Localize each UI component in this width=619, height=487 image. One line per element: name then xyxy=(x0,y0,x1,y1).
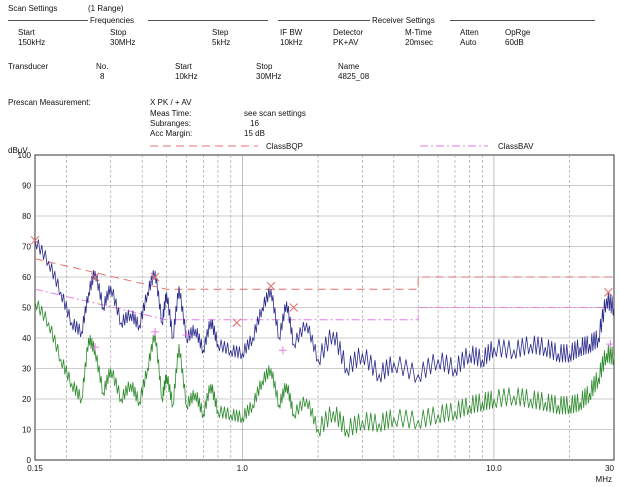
scan-col-oprge-value: 60dB xyxy=(505,38,524,47)
x-tick-label: 1.0 xyxy=(237,464,249,473)
prescan-meastime-value: see scan settings xyxy=(244,109,306,118)
legend-label-classbqp: ClassBQP xyxy=(266,142,303,151)
scan-col-ifbw-label: IF BW xyxy=(280,28,303,37)
frequencies-divider-right xyxy=(148,20,268,21)
scan-range: (1 Range) xyxy=(88,4,124,13)
transducer-no-value: 8 xyxy=(100,72,105,81)
scan-col-mtime-label: M-Time xyxy=(405,28,432,37)
y-tick-label: 20 xyxy=(22,395,31,404)
x-axis-label: MHz xyxy=(596,475,612,484)
legend-label-classbav: ClassBAV xyxy=(498,142,534,151)
scan-col-ifbw-value: 10kHz xyxy=(280,38,303,47)
receiver-settings-label: Receiver Settings xyxy=(372,16,435,25)
avg-marker xyxy=(278,346,287,355)
prescan-mode: X PK / + AV xyxy=(150,98,192,107)
y-axis-label: dBµV xyxy=(8,146,28,155)
prescan-accmargin-label: Acc Margin: xyxy=(150,129,193,138)
y-tick-label: 70 xyxy=(22,243,31,252)
peak-marker xyxy=(150,272,160,282)
y-tick-label: 30 xyxy=(22,365,31,374)
scan-col-mtime-value: 20msec xyxy=(405,38,434,47)
y-tick-label: 100 xyxy=(18,151,32,160)
scan-col-step-value: 5kHz xyxy=(212,38,231,47)
scan-col-step-label: Step xyxy=(212,28,229,37)
scan-col-atten-label: Atten xyxy=(460,28,479,37)
peak-marker xyxy=(90,272,100,282)
y-tick-label: 50 xyxy=(22,304,31,313)
receiver-divider-right xyxy=(450,20,595,21)
frequencies-label: Frequencies xyxy=(90,16,135,25)
avg-marker xyxy=(182,330,191,339)
scan-col-stop-label: Stop xyxy=(110,28,127,37)
y-tick-label: 10 xyxy=(22,426,31,435)
prescan-subranges-label: Subranges: xyxy=(150,119,191,128)
prescan-title: Prescan Measurement: xyxy=(8,98,91,107)
series-line-peak xyxy=(34,239,615,384)
avg-marker xyxy=(91,343,100,352)
prescan-accmargin-value: 15 dB xyxy=(244,129,265,138)
frequencies-divider-left xyxy=(8,20,88,21)
avg-marker xyxy=(606,340,615,349)
series-line-avg xyxy=(34,300,615,438)
scan-settings-title: Scan Settings xyxy=(8,4,58,13)
scan-col-detector-label: Detector xyxy=(333,28,364,37)
peak-marker xyxy=(30,236,40,245)
scan-col-detector-value: PK+AV xyxy=(333,38,359,47)
y-tick-label: 60 xyxy=(22,273,31,282)
prescan-meastime-label: Meas Time: xyxy=(150,109,192,118)
scan-col-stop-value: 30MHz xyxy=(110,38,136,47)
peak-marker xyxy=(289,303,299,312)
transducer-start-value: 10kHz xyxy=(175,72,198,81)
transducer-stop-value: 30MHz xyxy=(256,72,282,81)
limit-line-classbav xyxy=(34,288,614,321)
transducer-start-label: Start xyxy=(175,62,192,71)
peak-marker xyxy=(604,287,613,297)
scan-col-atten-value: Auto xyxy=(460,38,477,47)
transducer-name-label: Name xyxy=(338,62,360,71)
scan-col-start-value: 150kHz xyxy=(18,38,46,47)
y-tick-label: 80 xyxy=(22,212,31,221)
x-tick-label: 10.0 xyxy=(486,464,502,473)
scan-col-oprge-label: OpRge xyxy=(505,28,531,37)
avg-marker xyxy=(151,327,160,336)
prescan-subranges-value: 16 xyxy=(250,119,259,128)
y-tick-label: 0 xyxy=(27,456,32,465)
peak-marker xyxy=(232,318,242,328)
transducer-no-label: No. xyxy=(96,62,109,71)
y-tick-label: 90 xyxy=(22,182,31,191)
receiver-divider-left xyxy=(278,20,370,21)
y-tick-label: 40 xyxy=(22,334,31,343)
x-tick-label: 30 xyxy=(605,464,614,473)
transducer-stop-label: Stop xyxy=(256,62,273,71)
peak-marker xyxy=(266,281,276,291)
transducer-title: Transducer xyxy=(8,62,49,71)
x-tick-label: 0.15 xyxy=(27,464,43,473)
scan-col-start-label: Start xyxy=(18,28,35,37)
transducer-name-value: 4825_08 xyxy=(338,72,370,81)
